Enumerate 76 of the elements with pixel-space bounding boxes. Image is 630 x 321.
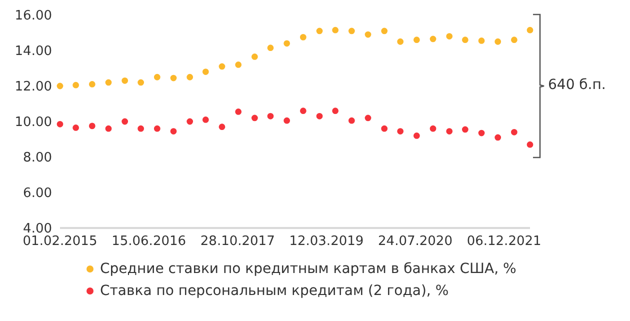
point xyxy=(186,118,194,125)
x-tick-label: 06.12.2021 xyxy=(466,234,542,250)
point xyxy=(494,38,502,45)
point xyxy=(235,62,242,68)
point xyxy=(413,132,420,139)
point xyxy=(478,38,485,44)
x-tick-label: 24.07.2020 xyxy=(378,234,452,250)
point xyxy=(397,38,404,45)
point xyxy=(526,26,534,34)
point xyxy=(526,141,534,148)
point xyxy=(138,125,144,132)
y-tick-label: 6.00 xyxy=(23,186,52,202)
point xyxy=(446,33,453,40)
point xyxy=(364,31,372,38)
point xyxy=(88,122,96,130)
point xyxy=(300,34,306,40)
y-tick-label: 4.00 xyxy=(23,222,52,237)
point xyxy=(462,36,468,44)
point xyxy=(72,82,79,88)
point xyxy=(284,40,290,47)
point xyxy=(267,44,274,52)
point xyxy=(332,108,339,114)
point xyxy=(202,68,209,75)
point xyxy=(154,74,160,80)
point xyxy=(430,36,436,42)
point xyxy=(105,125,112,132)
point xyxy=(348,28,355,34)
point xyxy=(122,118,128,125)
point xyxy=(397,128,404,134)
point xyxy=(316,28,323,34)
legend-label: Ставка по персональным кредитам (2 года), % xyxy=(100,282,449,301)
point xyxy=(88,81,96,88)
point xyxy=(348,117,355,124)
y-tick-label: 16.00 xyxy=(14,8,52,24)
point xyxy=(494,134,502,141)
point xyxy=(413,36,420,44)
point xyxy=(218,63,226,70)
point xyxy=(170,128,177,134)
text: 640 б.п. xyxy=(548,77,606,93)
point xyxy=(462,126,468,133)
point xyxy=(218,124,226,130)
point xyxy=(170,74,177,82)
point xyxy=(364,114,372,122)
point xyxy=(381,28,388,34)
point xyxy=(105,79,112,86)
point xyxy=(316,112,323,120)
point xyxy=(267,112,274,120)
x-tick-label: 28.10.2017 xyxy=(200,234,275,250)
point xyxy=(251,54,258,60)
x-tick-label: 01.02.2015 xyxy=(22,234,98,250)
point xyxy=(284,117,290,124)
point xyxy=(56,82,64,90)
point xyxy=(478,130,485,136)
y-tick-label: 14.00 xyxy=(14,44,52,60)
point xyxy=(235,108,242,115)
y-tick-label: 8.00 xyxy=(23,150,52,166)
x-tick-label: 12.03.2019 xyxy=(289,234,364,250)
point xyxy=(381,125,388,132)
point xyxy=(154,125,160,132)
point xyxy=(511,36,518,44)
point xyxy=(122,77,128,84)
point xyxy=(56,120,64,128)
point xyxy=(251,114,258,122)
x-tick-label: 15.06.2016 xyxy=(112,234,186,250)
point xyxy=(332,26,339,34)
y-tick-label: 10.00 xyxy=(14,115,52,130)
point xyxy=(72,124,79,131)
point xyxy=(300,108,306,114)
point xyxy=(446,128,453,134)
point xyxy=(186,74,194,80)
point xyxy=(511,128,518,136)
y-tick-label: 12.00 xyxy=(14,80,52,95)
point xyxy=(430,125,436,132)
point xyxy=(138,79,144,86)
legend-label: Средние ставки по кредитным картам в банках США, % xyxy=(100,260,516,279)
point xyxy=(202,116,209,123)
